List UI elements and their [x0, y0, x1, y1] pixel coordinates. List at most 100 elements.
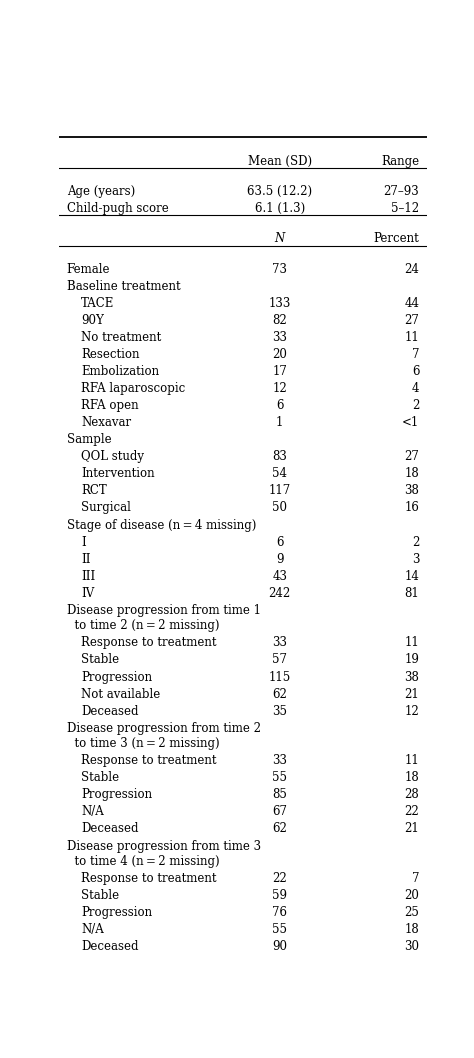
Text: 18: 18: [404, 924, 419, 936]
Text: 2: 2: [412, 399, 419, 413]
Text: No treatment: No treatment: [82, 331, 162, 344]
Text: 117: 117: [269, 485, 291, 497]
Text: 28: 28: [404, 788, 419, 801]
Text: 115: 115: [269, 671, 291, 683]
Text: Sample: Sample: [66, 434, 111, 446]
Text: 3: 3: [412, 552, 419, 566]
Text: 82: 82: [272, 314, 287, 327]
Text: 17: 17: [272, 365, 287, 378]
Text: 62: 62: [272, 688, 287, 700]
Text: Response to treatment: Response to treatment: [82, 754, 217, 767]
Text: 6: 6: [276, 399, 283, 413]
Text: 27–93: 27–93: [383, 185, 419, 198]
Text: 20: 20: [272, 348, 287, 361]
Text: 18: 18: [404, 468, 419, 480]
Text: 12: 12: [404, 705, 419, 717]
Text: 73: 73: [272, 262, 287, 276]
Text: Deceased: Deceased: [82, 941, 139, 953]
Text: 55: 55: [272, 771, 287, 784]
Text: Progression: Progression: [82, 788, 153, 801]
Text: 76: 76: [272, 907, 287, 919]
Text: 5–12: 5–12: [391, 202, 419, 215]
Text: Stable: Stable: [82, 654, 119, 667]
Text: Percent: Percent: [374, 233, 419, 245]
Text: 22: 22: [404, 805, 419, 819]
Text: 4: 4: [412, 382, 419, 395]
Text: 19: 19: [404, 654, 419, 667]
Text: 6: 6: [412, 365, 419, 378]
Text: 43: 43: [272, 569, 287, 583]
Text: RCT: RCT: [82, 485, 107, 497]
Text: 33: 33: [272, 637, 287, 650]
Text: 6: 6: [276, 535, 283, 549]
Text: 21: 21: [404, 688, 419, 700]
Text: Embolization: Embolization: [82, 365, 159, 378]
Text: 18: 18: [404, 771, 419, 784]
Text: 38: 38: [404, 671, 419, 683]
Text: III: III: [82, 569, 96, 583]
Text: <1: <1: [402, 416, 419, 430]
Text: Surgical: Surgical: [82, 501, 131, 514]
Text: 22: 22: [272, 872, 287, 886]
Text: Baseline treatment: Baseline treatment: [66, 279, 180, 293]
Text: 133: 133: [268, 297, 291, 310]
Text: 90Y: 90Y: [82, 314, 104, 327]
Text: 2: 2: [412, 535, 419, 549]
Text: 59: 59: [272, 889, 287, 902]
Text: to time 4 (n = 2 missing): to time 4 (n = 2 missing): [66, 855, 219, 869]
Text: 90: 90: [272, 941, 287, 953]
Text: 63.5 (12.2): 63.5 (12.2): [247, 185, 312, 198]
Text: Intervention: Intervention: [82, 468, 155, 480]
Text: N: N: [274, 233, 285, 245]
Text: 21: 21: [404, 822, 419, 836]
Text: 38: 38: [404, 485, 419, 497]
Text: 14: 14: [404, 569, 419, 583]
Text: 12: 12: [272, 382, 287, 395]
Text: 55: 55: [272, 924, 287, 936]
Text: RFA open: RFA open: [82, 399, 139, 413]
Text: 62: 62: [272, 822, 287, 836]
Text: 24: 24: [404, 262, 419, 276]
Text: N/A: N/A: [82, 924, 104, 936]
Text: 25: 25: [404, 907, 419, 919]
Text: Stage of disease (n = 4 missing): Stage of disease (n = 4 missing): [66, 518, 256, 531]
Text: 20: 20: [404, 889, 419, 902]
Text: 35: 35: [272, 705, 287, 717]
Text: Progression: Progression: [82, 671, 153, 683]
Text: II: II: [82, 552, 91, 566]
Text: 242: 242: [269, 587, 291, 600]
Text: Resection: Resection: [82, 348, 140, 361]
Text: TACE: TACE: [82, 297, 115, 310]
Text: Deceased: Deceased: [82, 822, 139, 836]
Text: to time 3 (n = 2 missing): to time 3 (n = 2 missing): [66, 737, 219, 750]
Text: 50: 50: [272, 501, 287, 514]
Text: 85: 85: [272, 788, 287, 801]
Text: Stable: Stable: [82, 771, 119, 784]
Text: IV: IV: [82, 587, 94, 600]
Text: Mean (SD): Mean (SD): [247, 154, 312, 167]
Text: Range: Range: [381, 154, 419, 167]
Text: 1: 1: [276, 416, 283, 430]
Text: Deceased: Deceased: [82, 705, 139, 717]
Text: 30: 30: [404, 941, 419, 953]
Text: Child-pugh score: Child-pugh score: [66, 202, 168, 215]
Text: 11: 11: [404, 637, 419, 650]
Text: 67: 67: [272, 805, 287, 819]
Text: 16: 16: [404, 501, 419, 514]
Text: N/A: N/A: [82, 805, 104, 819]
Text: 81: 81: [404, 587, 419, 600]
Text: QOL study: QOL study: [82, 451, 144, 463]
Text: 33: 33: [272, 331, 287, 344]
Text: RFA laparoscopic: RFA laparoscopic: [82, 382, 185, 395]
Text: I: I: [82, 535, 86, 549]
Text: to time 2 (n = 2 missing): to time 2 (n = 2 missing): [66, 619, 219, 633]
Text: Progression: Progression: [82, 907, 153, 919]
Text: 6.1 (1.3): 6.1 (1.3): [255, 202, 305, 215]
Text: 27: 27: [404, 314, 419, 327]
Text: Not available: Not available: [82, 688, 161, 700]
Text: 83: 83: [272, 451, 287, 463]
Text: 44: 44: [404, 297, 419, 310]
Text: 7: 7: [412, 872, 419, 886]
Text: Age (years): Age (years): [66, 185, 135, 198]
Text: 27: 27: [404, 451, 419, 463]
